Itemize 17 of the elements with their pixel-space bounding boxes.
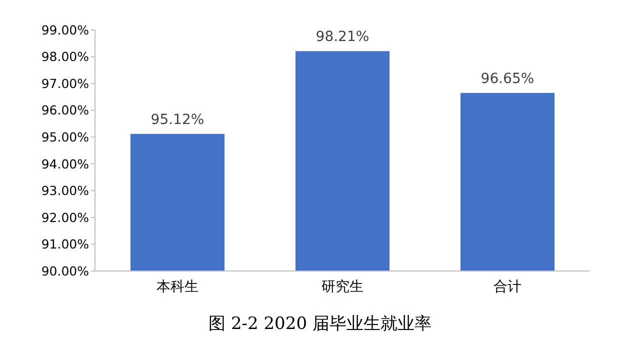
- y-tick-label: 92.00%: [41, 210, 90, 225]
- x-tick-label: 研究生: [322, 279, 364, 295]
- y-tick-label: 90.00%: [41, 263, 90, 278]
- data-label: 96.65%: [480, 70, 534, 87]
- y-tick-label: 96.00%: [41, 102, 90, 118]
- y-tick-label: 91.00%: [41, 236, 90, 252]
- y-tick-label: 94.00%: [41, 156, 90, 172]
- x-tick-label: 本科生: [156, 279, 198, 295]
- text: 图 2-2 2020 届毕业生就业率: [208, 314, 432, 334]
- data-label: 98.21%: [316, 29, 370, 46]
- y-tick-label: 99.00%: [41, 22, 90, 38]
- y-tick-label: 98.00%: [41, 49, 90, 64]
- x-tick-label: 合计: [494, 279, 522, 295]
- y-tick-label: 93.00%: [41, 183, 90, 198]
- y-tick-label: 97.00%: [41, 76, 90, 91]
- y-tick-label: 95.00%: [41, 129, 90, 144]
- data-label: 95.12%: [150, 112, 204, 128]
